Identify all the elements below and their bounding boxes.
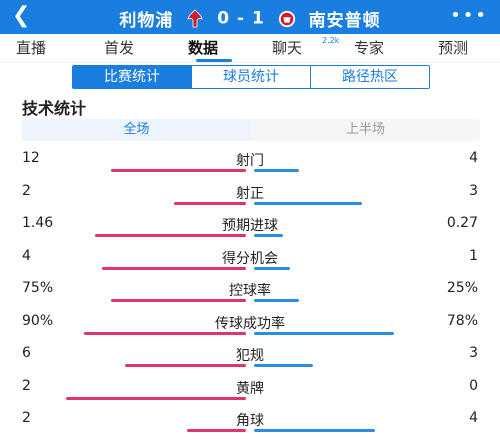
- home-team-name: 利物浦: [119, 11, 174, 31]
- away-stat-bar: [254, 331, 394, 335]
- home-stat-value: 90%: [22, 312, 54, 329]
- home-stat-bar: [174, 201, 246, 205]
- away-stat-bar: [254, 299, 299, 302]
- stat-label: 射正: [236, 185, 264, 202]
- stats-segmented-control: 比赛统计 球员统计 路径热区: [72, 65, 430, 89]
- home-stat-bar: [111, 169, 246, 172]
- stat-label: 预期进球: [222, 218, 278, 234]
- stat-label: 黄牌: [236, 380, 264, 397]
- away-stat-value: 0.27: [446, 215, 478, 231]
- stat-row: 6 犯规 3: [0, 345, 500, 375]
- chat-count-badge: 2.2k: [322, 36, 340, 45]
- stat-row: 2 黄牌 0: [0, 378, 500, 408]
- home-stat-value: 75%: [22, 280, 54, 296]
- liverpool-crest-icon: [187, 8, 203, 27]
- away-stat-value: 4: [469, 150, 478, 166]
- southampton-crest-icon: [278, 10, 295, 27]
- main-tabs: 直播 首发 数据 聊天 2.2k 专家 预测: [0, 34, 500, 63]
- home-stat-bar: [111, 299, 246, 302]
- stat-row: 90% 传球成功率 78%: [0, 313, 500, 343]
- active-tab-indicator: [196, 59, 232, 62]
- away-stat-value: 3: [469, 182, 478, 199]
- home-stat-value: 6: [22, 345, 31, 361]
- away-stat-bar: [254, 169, 299, 172]
- segment-match-stats[interactable]: 比赛统计: [73, 66, 191, 88]
- stat-row: 2 射正 3: [0, 183, 500, 213]
- tab-chat[interactable]: 聊天: [272, 39, 303, 57]
- stat-label: 射门: [236, 153, 264, 169]
- period-toggle: 全场 上半场: [22, 119, 480, 141]
- more-icon[interactable]: •••: [450, 5, 488, 26]
- stat-row: 1.46 预期进球 0.27: [0, 215, 500, 245]
- away-stat-value: 4: [469, 410, 478, 426]
- stat-row: 4 得分机会 1: [0, 248, 500, 278]
- segment-heatmap[interactable]: 路径热区: [310, 66, 429, 88]
- period-full-match[interactable]: 全场: [22, 119, 251, 141]
- away-stat-bar: [254, 234, 283, 237]
- stat-label: 得分机会: [222, 250, 278, 267]
- back-arrow-icon[interactable]: ❮: [12, 3, 31, 28]
- away-stat-value: 1: [469, 247, 478, 264]
- stat-row: 2 角球 4: [0, 410, 500, 440]
- tab-lineup[interactable]: 首发: [104, 39, 135, 57]
- away-stat-bar: [254, 266, 290, 270]
- stat-row: 12 射门 4: [0, 150, 500, 180]
- home-stat-value: 4: [22, 247, 31, 264]
- home-stat-bar: [84, 331, 246, 335]
- home-stat-value: 2: [22, 377, 31, 394]
- match-header: ❮ 利物浦 0 - 1 南安普顿 •••: [0, 0, 500, 34]
- tab-predictions[interactable]: 预测: [438, 39, 469, 57]
- period-first-half[interactable]: 上半场: [345, 122, 385, 137]
- away-stat-value: 0: [469, 377, 478, 394]
- home-stat-bar: [125, 364, 246, 367]
- home-stat-bar: [66, 396, 246, 400]
- stat-row: 75% 控球率 25%: [0, 280, 500, 310]
- stat-label: 传球成功率: [215, 315, 285, 332]
- section-title: 技术统计: [22, 99, 87, 118]
- stat-label: 控球率: [229, 283, 271, 299]
- match-score: 0 - 1: [217, 8, 265, 29]
- home-stat-bar: [95, 234, 246, 237]
- home-stat-value: 12: [22, 150, 40, 166]
- away-team-name: 南安普顿: [308, 11, 381, 31]
- away-stat-bar: [254, 201, 362, 205]
- home-stat-bar: [102, 266, 246, 270]
- match-title: 利物浦 0 - 1 南安普顿: [0, 6, 500, 32]
- tab-stats[interactable]: 数据: [188, 39, 219, 57]
- home-stat-value: 2: [22, 410, 31, 426]
- home-stat-value: 2: [22, 182, 31, 199]
- away-stat-bar: [254, 429, 375, 432]
- home-stat-bar: [187, 429, 246, 432]
- away-stat-value: 25%: [446, 280, 478, 296]
- away-stat-value: 78%: [446, 312, 478, 329]
- home-stat-value: 1.46: [22, 215, 54, 231]
- stat-label: 角球: [236, 413, 264, 429]
- tab-live[interactable]: 直播: [16, 39, 47, 57]
- away-stat-value: 3: [469, 345, 478, 361]
- tab-experts[interactable]: 专家: [354, 39, 385, 57]
- away-stat-bar: [254, 364, 313, 367]
- stat-label: 犯规: [236, 348, 264, 364]
- segment-player-stats[interactable]: 球员统计: [191, 66, 310, 88]
